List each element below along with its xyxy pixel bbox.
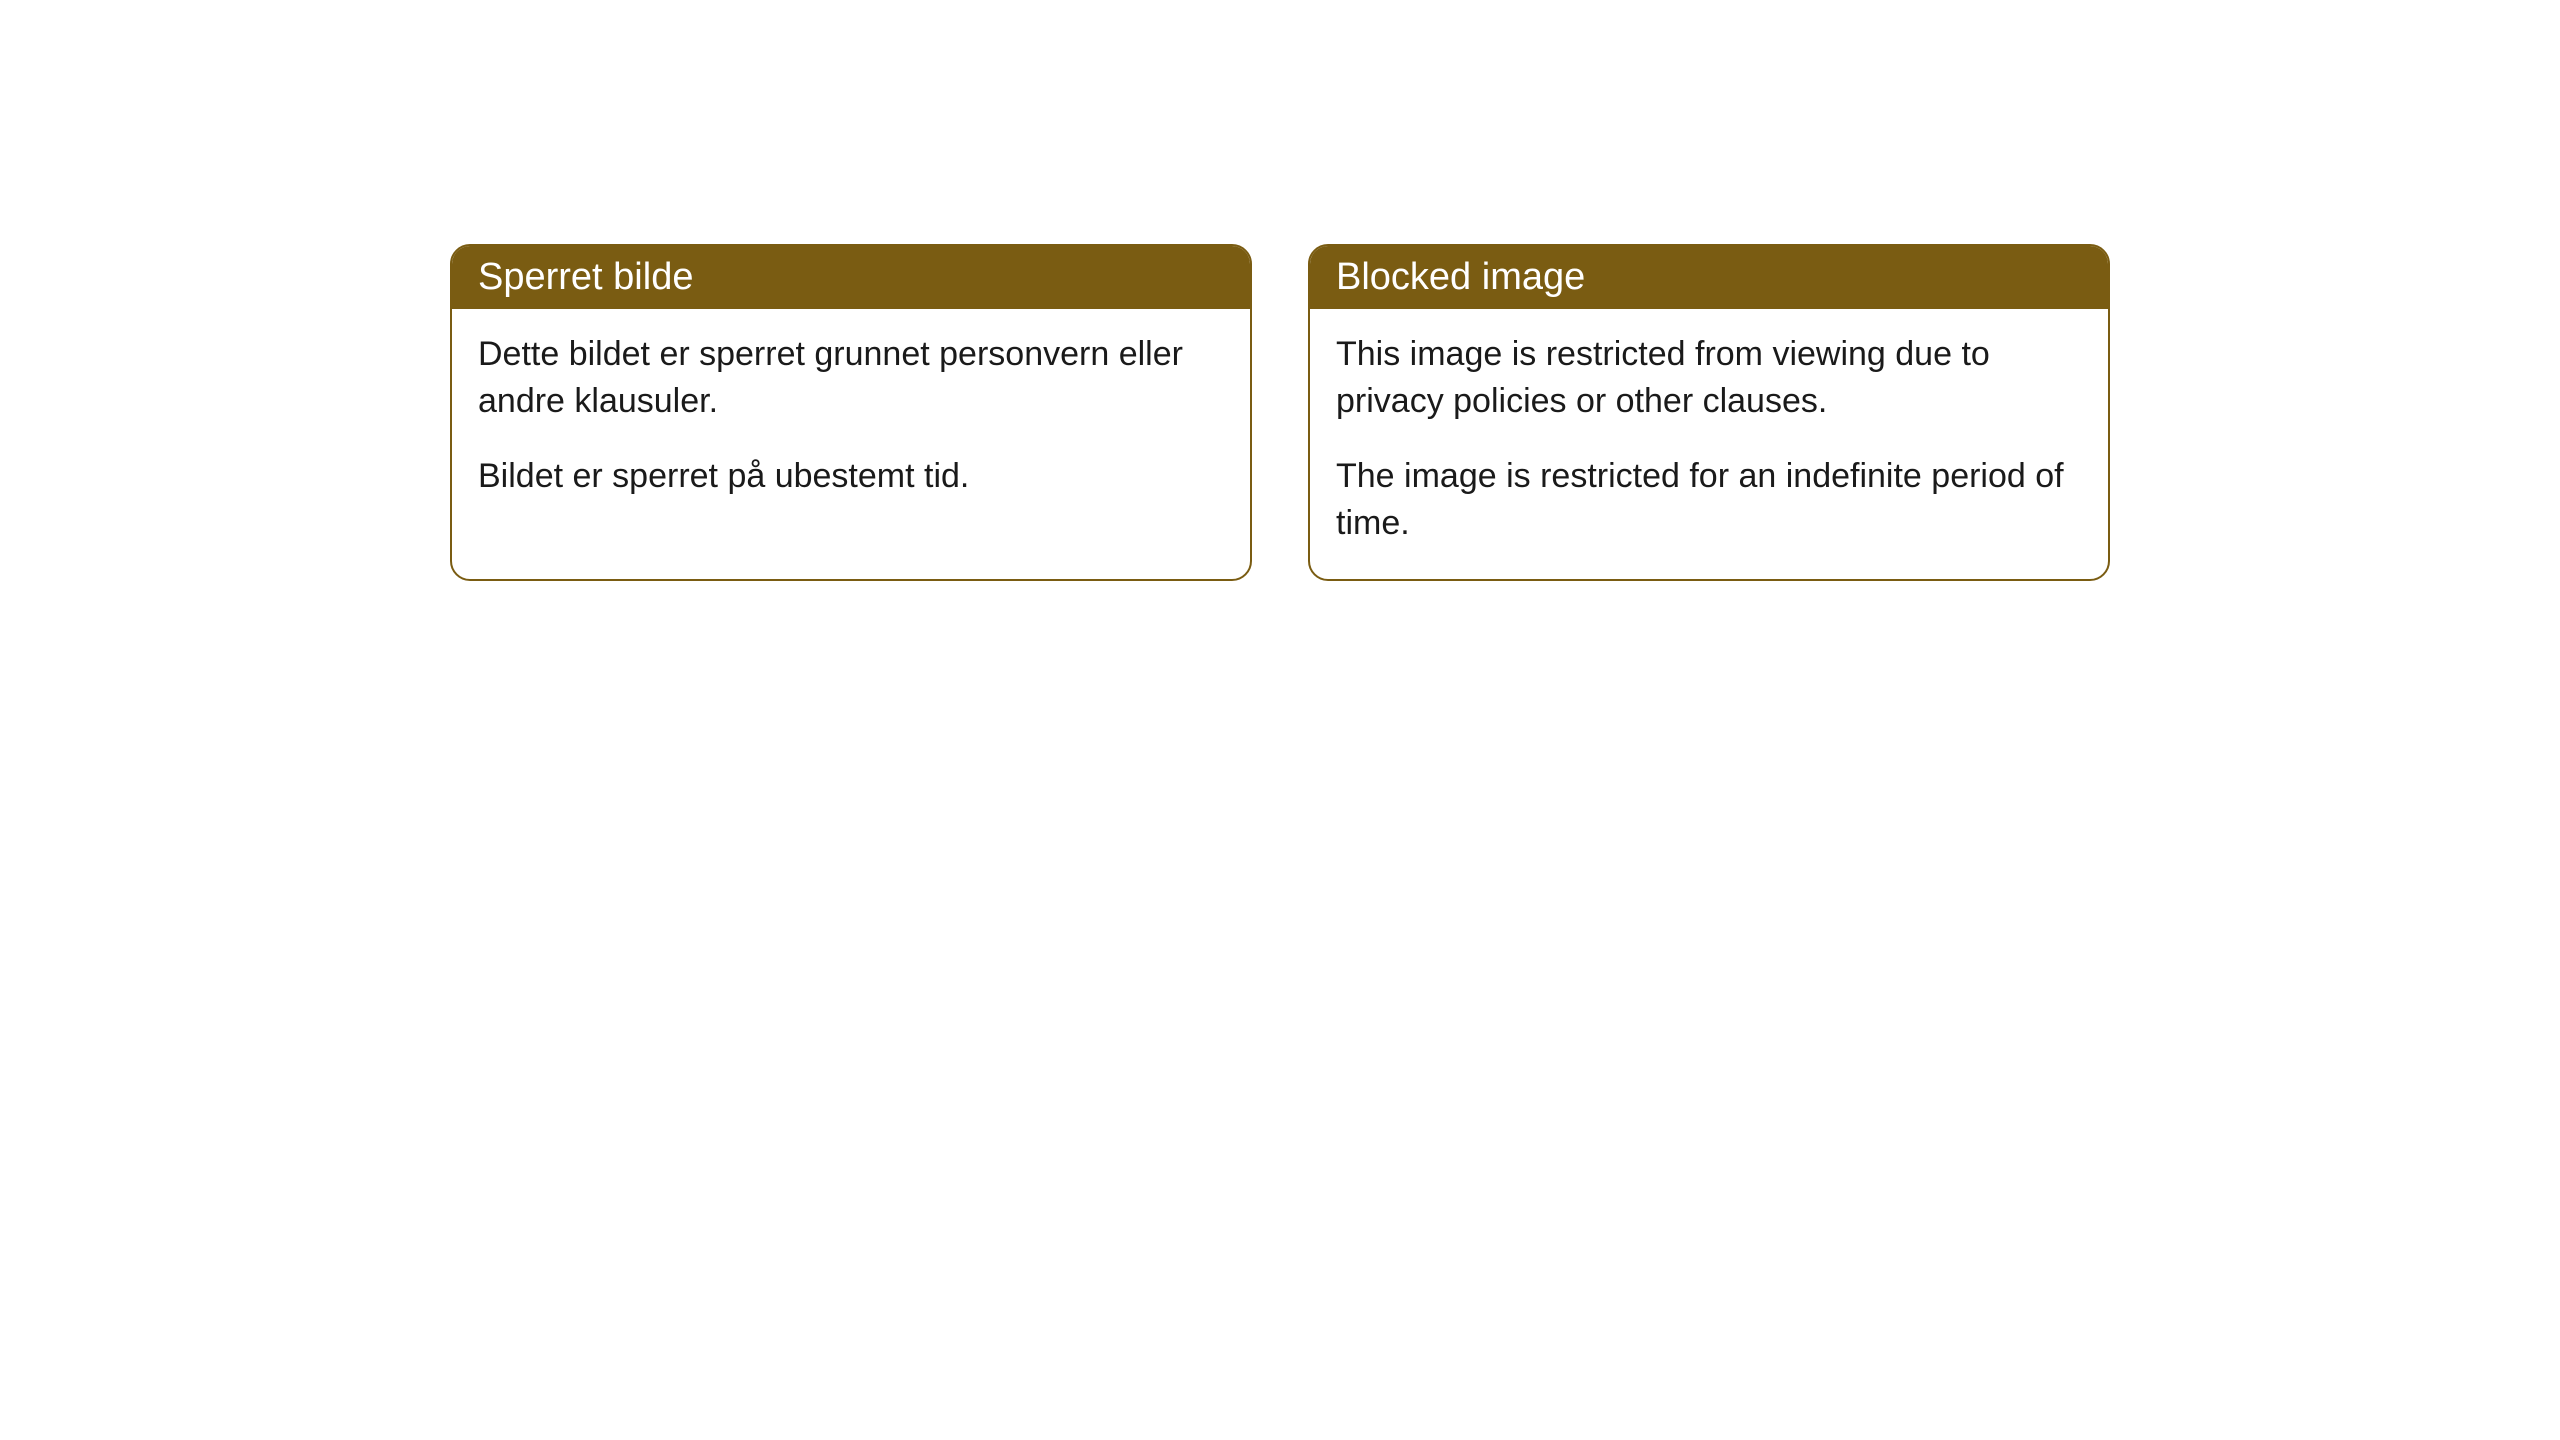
notice-cards-container: Sperret bilde Dette bildet er sperret gr… [450,244,2110,581]
card-paragraph: Bildet er sperret på ubestemt tid. [478,453,1224,500]
notice-card-norwegian: Sperret bilde Dette bildet er sperret gr… [450,244,1252,581]
card-title: Blocked image [1336,256,1585,298]
card-header-english: Blocked image [1310,246,2108,309]
card-paragraph: This image is restricted from viewing du… [1336,331,2082,425]
notice-card-english: Blocked image This image is restricted f… [1308,244,2110,581]
card-title: Sperret bilde [478,256,693,298]
card-paragraph: Dette bildet er sperret grunnet personve… [478,331,1224,425]
card-body-english: This image is restricted from viewing du… [1310,309,2108,579]
card-paragraph: The image is restricted for an indefinit… [1336,453,2082,547]
card-body-norwegian: Dette bildet er sperret grunnet personve… [452,309,1250,532]
card-header-norwegian: Sperret bilde [452,246,1250,309]
